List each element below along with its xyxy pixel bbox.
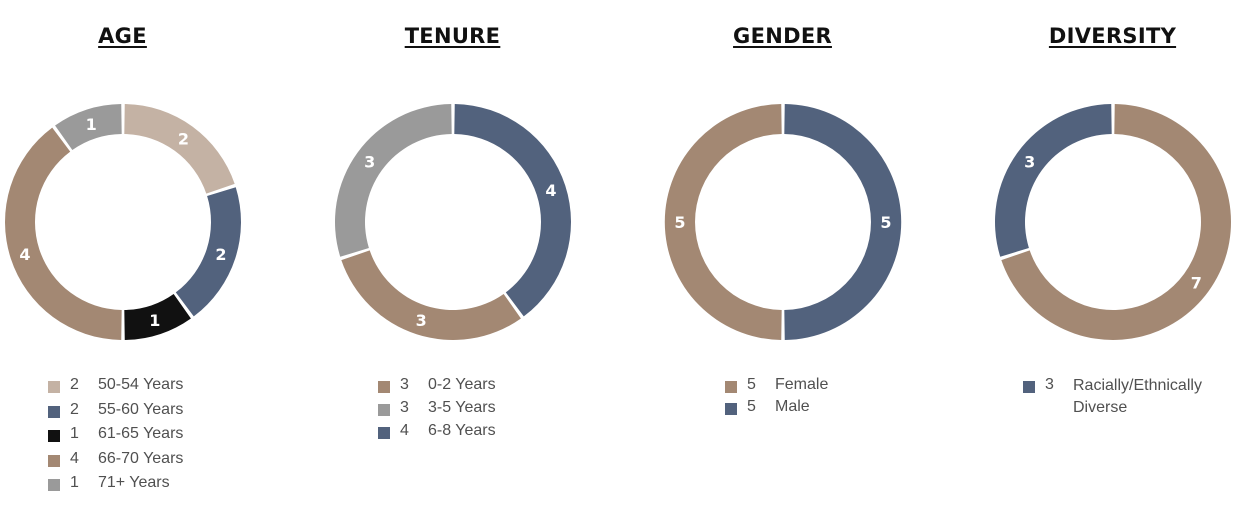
donut-segment bbox=[175, 187, 241, 317]
legend-value: 1 bbox=[70, 425, 79, 442]
segment-value-label: 2 bbox=[178, 130, 189, 149]
donut-chart: 73 bbox=[995, 104, 1232, 340]
donut-segment bbox=[995, 104, 1112, 257]
legend-swatch bbox=[378, 404, 390, 416]
donut-chart: 55 bbox=[664, 104, 902, 340]
legend-swatch bbox=[48, 381, 60, 393]
legend-label: 61-65 Years bbox=[98, 425, 184, 442]
legend-label: 66-70 Years bbox=[98, 449, 184, 467]
donut-segment bbox=[335, 104, 452, 257]
gender-panel: GENDER 5 5 5 Female 5 Male bbox=[660, 0, 905, 531]
segment-value-label: 4 bbox=[19, 245, 30, 264]
legend-value: 3 bbox=[1045, 376, 1054, 393]
donut-segment bbox=[784, 104, 902, 340]
segment-value-label: 3 bbox=[416, 311, 427, 330]
legend-swatch bbox=[48, 454, 60, 467]
legend-value: 5 bbox=[747, 376, 756, 393]
legend-label: 3-5 Years bbox=[428, 399, 496, 416]
legend-swatch bbox=[48, 430, 60, 442]
legend-swatch bbox=[48, 479, 60, 491]
legend-label: 55-60 Years bbox=[98, 400, 184, 418]
legend-label: Female bbox=[775, 376, 829, 393]
segment-value-label: 5 bbox=[880, 213, 891, 232]
donut-segment bbox=[124, 293, 191, 340]
legend-value: 4 bbox=[400, 422, 409, 439]
legend-value: 3 bbox=[400, 376, 409, 393]
legend-value: 2 bbox=[70, 376, 79, 393]
legend-label: Racially/Ethnically Diverse bbox=[1073, 377, 1202, 416]
donut-segment bbox=[124, 104, 235, 194]
age-panel: AGE 2 2 1 4 1 2 50-54 Years 2 55-60 Years 1 61-65 … bbox=[0, 0, 245, 531]
donut-segment bbox=[4, 127, 122, 340]
legend-value: 3 bbox=[400, 399, 409, 416]
segment-value-label: 4 bbox=[545, 181, 556, 200]
segment-value-label: 5 bbox=[674, 213, 685, 232]
donut-chart: 2 2 1 4 1 bbox=[4, 104, 241, 340]
segment-value-label: 1 bbox=[86, 115, 97, 134]
legend-value: 5 bbox=[747, 398, 756, 415]
legend-swatch bbox=[725, 381, 737, 393]
legend-value: 1 bbox=[70, 474, 79, 491]
tenure-panel: TENURE 4 3 3 3 0-2 Years 3 3-5 Years 4 6-8 Years bbox=[330, 0, 575, 531]
age-title: AGE bbox=[98, 24, 147, 48]
segment-value-label: 3 bbox=[1024, 153, 1035, 172]
legend-label: 6-8 Years bbox=[428, 422, 496, 439]
legend-swatch bbox=[725, 403, 737, 415]
legend-value: 4 bbox=[70, 449, 79, 467]
tenure-title: TENURE bbox=[404, 24, 501, 48]
segment-value-label: 3 bbox=[364, 153, 375, 172]
legend-swatch bbox=[378, 381, 390, 393]
segment-value-label: 1 bbox=[149, 311, 160, 330]
legend-swatch bbox=[378, 427, 390, 439]
legend-label: 50-54 Years bbox=[98, 376, 184, 393]
legend-swatch bbox=[48, 405, 60, 418]
legend-label: 71+ Years bbox=[98, 474, 170, 491]
legend-value: 2 bbox=[70, 400, 79, 418]
diversity-title: DIVERSITY bbox=[1048, 24, 1177, 48]
legend-swatch bbox=[1023, 381, 1035, 393]
legend-label: 0-2 Years bbox=[428, 376, 496, 393]
donut-chart: 4 3 3 bbox=[335, 104, 572, 340]
diversity-panel: DIVERSITY 7 3 3 Racially/Ethnically Diverse bbox=[990, 0, 1235, 531]
segment-value-label: 2 bbox=[215, 245, 226, 264]
segment-value-label: 7 bbox=[1191, 274, 1202, 293]
donut-segment bbox=[341, 250, 521, 340]
donut-segment bbox=[55, 104, 122, 151]
donut-segment bbox=[454, 104, 572, 317]
legend-label: Male bbox=[775, 398, 810, 415]
gender-title: GENDER bbox=[733, 24, 832, 48]
donut-segment bbox=[664, 104, 782, 340]
